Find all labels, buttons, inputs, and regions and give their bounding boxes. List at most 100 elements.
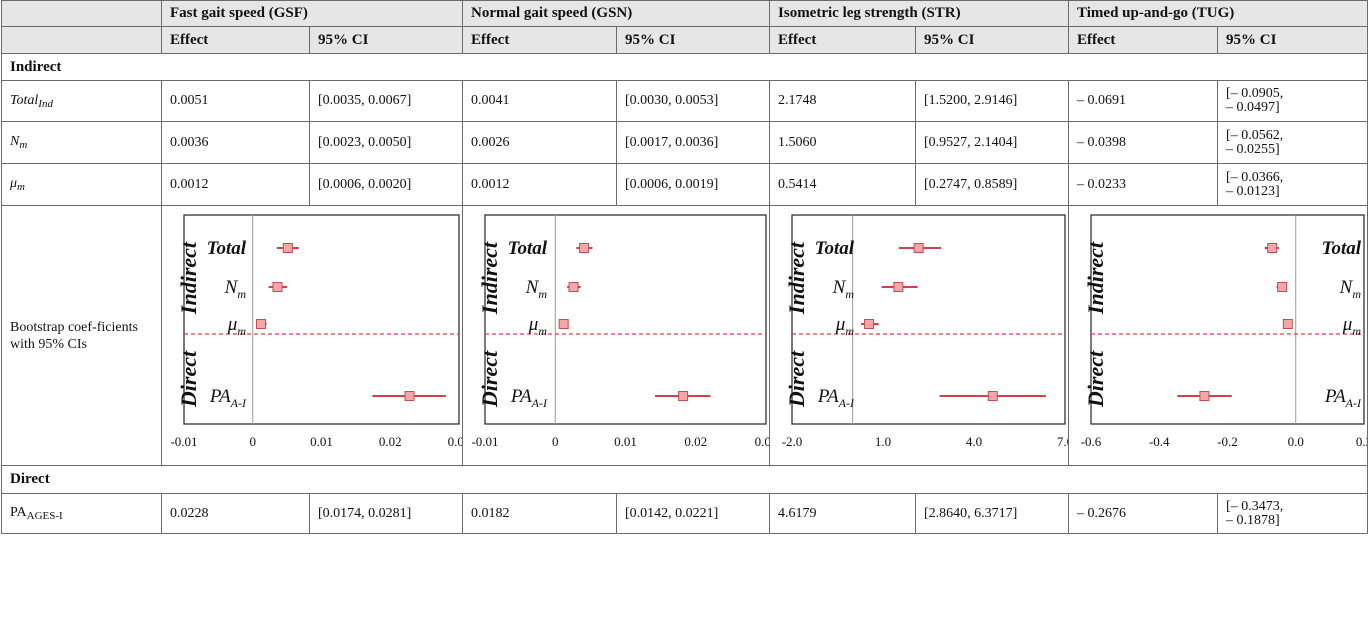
plot-label-total: Total (508, 238, 548, 259)
ci-line-1: [– 0.0905, (1226, 86, 1284, 101)
point-total (1267, 243, 1278, 253)
effect-cell: – 0.2676 (1068, 493, 1219, 534)
plot-label-nm: Nm (224, 277, 247, 301)
indirect-section-label: Indirect (0, 53, 1368, 81)
point-nm (568, 282, 579, 292)
tick-label: -0.01 (471, 434, 498, 449)
row-label-sub: m (17, 181, 25, 193)
plot-cell-str: Indirect Direct Total Nm μm PAA-I -2.0 1.0 4.0 7.… (769, 205, 1070, 466)
ci-cell: [0.2747, 0.8589] (915, 163, 1070, 206)
effect-cell: – 0.0691 (1068, 80, 1219, 122)
effect-cell: 0.0012 (462, 163, 618, 206)
plot-label-pa: PAA-I (817, 386, 855, 410)
effect-header: Effect (161, 26, 310, 54)
direct-axis-label: Direct (784, 350, 809, 408)
ci-cell: [0.0006, 0.0020] (308, 163, 464, 206)
corner-cell (1, 0, 162, 27)
effect-cell: 0.0228 (161, 493, 310, 534)
plot-label-mum: μm (528, 314, 548, 338)
ci-cell: [– 0.0366, – 0.0123] (1217, 163, 1368, 206)
ci-header: 95% CI (616, 26, 771, 54)
ci-line-2: – 0.0497] (1226, 100, 1280, 115)
tick-label: -0.6 (1081, 434, 1102, 449)
plot-label-nm: Nm (832, 277, 855, 301)
ci-cell: [0.0142, 0.0221] (616, 493, 771, 534)
row-label-total: TotalInd (1, 80, 162, 122)
tick-label: -2.0 (782, 434, 803, 449)
indirect-axis-label: Indirect (784, 241, 809, 315)
point-pa (678, 391, 689, 401)
ci-cell: [– 0.0905, – 0.0497] (1217, 80, 1368, 122)
effect-cell: 0.0012 (161, 163, 310, 206)
ci-cell: [0.0030, 0.0053] (616, 80, 771, 122)
ci-plot-gsf: Indirect Direct Total Nm μm PAA-I -0.01 0 0.01 0.… (170, 214, 462, 449)
effect-cell: 0.0036 (161, 121, 310, 164)
point-nm (1277, 282, 1288, 292)
point-nm (272, 282, 283, 292)
row-label-mum: μm (1, 163, 162, 206)
ci-cell: [– 0.3473, – 0.1878] (1217, 493, 1368, 534)
plot-label-mum: μm (835, 314, 855, 338)
effect-cell: 0.0182 (462, 493, 618, 534)
point-nm (893, 282, 904, 292)
plot-frame (791, 214, 1066, 425)
tick-label: 0 (250, 434, 257, 449)
direct-axis-label: Direct (477, 350, 502, 408)
bootstrap-plot-row: Bootstrap coef-ficients with 95% CIs Ind… (1, 205, 1368, 466)
ci-line-1: [– 0.0366, (1226, 169, 1284, 185)
tick-label: 0.01 (614, 434, 637, 449)
plot-cell-gsf: Indirect Direct Total Nm μm PAA-I -0.01 0 0.01 0.… (160, 205, 464, 466)
corner-cell-2 (1, 26, 162, 54)
effect-cell: 0.0041 (462, 80, 618, 122)
effect-cell: 0.0051 (161, 80, 310, 122)
indirect-axis-label: Indirect (176, 241, 201, 315)
indirect-axis-label: Indirect (1083, 241, 1108, 315)
plot-frame (183, 214, 460, 425)
direct-section-row: Direct (0, 465, 1368, 494)
point-pa (1199, 391, 1210, 401)
ci-cell: [1.5200, 2.9146] (915, 80, 1070, 122)
effect-header: Effect (1068, 26, 1219, 54)
ci-cell: [2.8640, 6.3717] (915, 493, 1070, 534)
tick-label: 0.0 (1288, 434, 1304, 449)
plot-label-nm: Nm (1339, 277, 1362, 301)
plot-cell-gsn: Indirect Direct Total Nm μm PAA-I -0.01 0 0.01 0.… (462, 205, 771, 466)
ci-line-1: [– 0.0562, (1226, 127, 1284, 143)
point-pa (987, 391, 998, 401)
ci-cell: [0.0035, 0.0067] (308, 80, 464, 122)
row-label-sub: AGES-I (26, 510, 63, 522)
tick-label: -0.4 (1149, 434, 1170, 449)
point-mum (1282, 319, 1293, 329)
table-row-nm: Nm 0.0036 [0.0023, 0.0050] 0.0026 [0.001… (1, 121, 1368, 164)
plot-label-pa: PAA-I (510, 386, 548, 410)
tick-label: 0.02 (684, 434, 707, 449)
effect-header: Effect (769, 26, 917, 54)
point-pa (404, 391, 415, 401)
tick-label: 0 (552, 434, 559, 449)
point-total (282, 243, 293, 253)
point-total (579, 243, 590, 253)
point-mum (256, 319, 266, 329)
row-label-pa: PAAGES-I (1, 493, 162, 534)
ci-plot-tug: Indirect Direct Total Nm μm PAA-I -0.6 -0.4 -0.2… (1081, 214, 1367, 449)
tick-label: 0.03 (755, 434, 769, 449)
ci-header: 95% CI (308, 26, 464, 54)
group-title-gsn: Normal gait speed (GSN) (462, 0, 771, 27)
table-row-total: TotalInd 0.0051 [0.0035, 0.0067] 0.0041 … (1, 80, 1368, 122)
tick-label: 0.03 (448, 434, 462, 449)
point-mum (864, 319, 875, 329)
plot-label-nm: Nm (525, 277, 548, 301)
ci-cell: [0.0006, 0.0019] (616, 163, 771, 206)
indirect-section-row: Indirect (0, 53, 1368, 81)
tick-label: 0.01 (310, 434, 333, 449)
point-total (913, 243, 924, 253)
tick-label: -0.01 (170, 434, 197, 449)
row-label-main: Total (10, 92, 39, 108)
tick-label: 4.0 (966, 434, 982, 449)
tick-label: 0.2 (1356, 434, 1367, 449)
table-row-pa: PAAGES-I 0.0228 [0.0174, 0.0281] 0.0182 … (1, 493, 1368, 534)
effect-cell: 1.5060 (769, 121, 917, 164)
direct-section-label: Direct (0, 465, 1368, 494)
table-row-mum: μm 0.0012 [0.0006, 0.0020] 0.0012 [0.000… (1, 163, 1368, 206)
ci-line-2: – 0.0255] (1226, 141, 1280, 157)
